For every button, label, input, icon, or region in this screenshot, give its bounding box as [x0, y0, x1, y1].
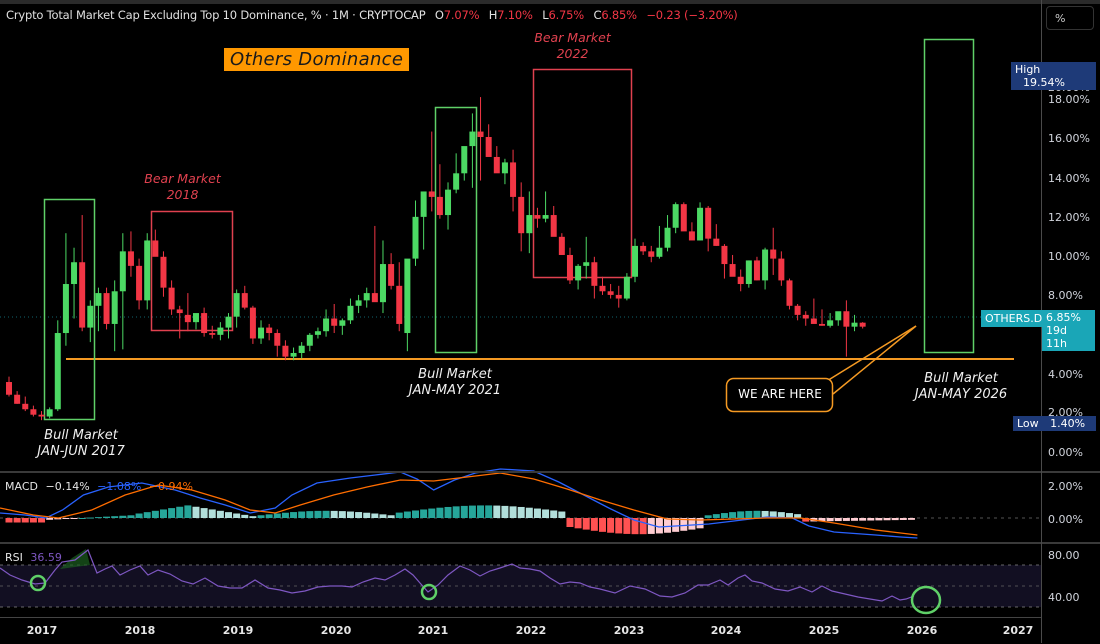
bear-2018-line2: 2018: [166, 187, 199, 202]
bear-2018-line1: Bear Market: [144, 171, 221, 186]
year-2024: 2024: [710, 624, 742, 637]
bear-box-2022[interactable]: [532, 68, 633, 279]
year-2021: 2021: [417, 624, 449, 637]
callout-leader-1: [821, 325, 917, 385]
tick-2: 2.00%: [1048, 406, 1083, 419]
tick-10: 10.00%: [1048, 250, 1090, 263]
macd-title: MACD: [5, 480, 38, 493]
symbol-tag: OTHERS.D: [981, 310, 1047, 327]
macd-pane-separator[interactable]: [0, 471, 1100, 473]
low-tag-label: Low: [1017, 417, 1039, 430]
high-tag-value: 19.54%: [1023, 76, 1065, 89]
year-2026: 2026: [906, 624, 938, 637]
rsi-value: 36.59: [30, 551, 62, 564]
high-value: 7.10%: [497, 8, 533, 22]
macd-signal-value: −0.94%: [148, 480, 193, 493]
rsi-pane-separator[interactable]: [0, 542, 1100, 544]
year-2025: 2025: [808, 624, 840, 637]
year-2027: 2027: [1002, 624, 1034, 637]
macd-legend[interactable]: MACD −0.14% −1.08% −0.94%: [5, 480, 193, 493]
bull-box-2017[interactable]: [43, 198, 96, 421]
high-tag: High 19.54%: [1011, 62, 1096, 90]
year-2023: 2023: [613, 624, 645, 637]
rsi-tick-40: 40.00: [1048, 591, 1080, 604]
bear-2018-label: Bear Market 2018: [140, 171, 225, 203]
bar-countdown: 19d 11h: [1046, 324, 1067, 350]
chart-title-badge: Others Dominance: [224, 48, 410, 71]
open-value: 7.07%: [443, 8, 480, 22]
rsi-legend[interactable]: RSI 36.59: [5, 551, 62, 564]
tick-18: 18.00%: [1048, 93, 1090, 106]
candlestick-series: [6, 97, 866, 421]
year-2022: 2022: [515, 624, 547, 637]
time-scale[interactable]: 2017 2018 2019 2020 2021 2022 2023 2024 …: [0, 617, 1041, 644]
bull-2021-line2: JAN-MAY 2021: [408, 383, 502, 398]
rsi-line: [0, 549, 915, 602]
current-price-value: 6.85%: [1046, 311, 1081, 324]
macd-tick-0: 0.00%: [1048, 513, 1083, 526]
rsi-circle-2026: [910, 585, 942, 615]
bull-2026-line2: JAN-MAY 2026: [914, 387, 1008, 402]
bull-2026-line1: Bull Market: [924, 371, 998, 386]
bull-box-2021[interactable]: [434, 106, 478, 354]
bull-2021-line1: Bull Market: [418, 367, 492, 382]
callout-leader-2: [832, 325, 917, 395]
bull-2017-line1: Bull Market: [44, 428, 118, 443]
current-price-tag: 6.85% 19d 11h: [1042, 310, 1095, 351]
open-label: O: [434, 8, 444, 22]
tick-12: 12.00%: [1048, 211, 1090, 224]
macd-histogram: [5, 505, 915, 535]
low-label: L: [542, 8, 549, 22]
percent-mode-button[interactable]: %: [1046, 6, 1094, 30]
bear-2022-line1: Bear Market: [534, 30, 611, 45]
rsi-title: RSI: [5, 551, 23, 564]
bull-box-2026[interactable]: [923, 38, 975, 354]
callout-text: WE ARE HERE: [738, 387, 822, 401]
low-tag: Low 1.40%: [1013, 416, 1096, 431]
bear-2022-label: Bear Market 2022: [530, 30, 615, 62]
tick-8: 8.00%: [1048, 289, 1083, 302]
macd-value: −1.08%: [97, 480, 142, 493]
macd-tick-2: 2.00%: [1048, 480, 1083, 493]
year-2017: 2017: [26, 624, 58, 637]
top-border: [0, 0, 1100, 4]
bull-2021-label: Bull Market JAN-MAY 2021: [400, 367, 510, 399]
low-tag-value: 1.40%: [1050, 417, 1086, 430]
bear-2022-line2: 2022: [556, 46, 589, 61]
change-value: −0.23 (−3.20%): [646, 8, 738, 22]
bear-box-2018[interactable]: [150, 210, 234, 332]
close-value: 6.85%: [601, 8, 637, 22]
tick-4: 4.00%: [1048, 368, 1083, 381]
bull-2017-line2: JAN-JUN 2017: [37, 444, 125, 459]
symbol-legend[interactable]: Crypto Total Market Cap Excluding Top 10…: [6, 8, 738, 22]
macd-signal-line: [0, 472, 918, 536]
rsi-tick-80: 80.00: [1048, 549, 1080, 562]
macd-hist-value: −0.14%: [45, 480, 90, 493]
bull-2017-label: Bull Market JAN-JUN 2017: [26, 428, 136, 460]
year-2018: 2018: [124, 624, 156, 637]
year-2019: 2019: [222, 624, 254, 637]
bull-2026-label: Bull Market JAN-MAY 2026: [905, 371, 1017, 403]
tick-14: 14.00%: [1048, 172, 1090, 185]
symbol-title: Crypto Total Market Cap Excluding Top 10…: [6, 8, 426, 22]
rsi-circle-2017: [29, 574, 47, 592]
high-tag-label: High: [1015, 63, 1041, 76]
rsi-circle-2020: [420, 583, 438, 601]
low-value: 6.75%: [548, 8, 585, 22]
high-label: H: [488, 8, 498, 22]
chart-canvas[interactable]: [0, 0, 1041, 617]
tick-0: 0.00%: [1048, 446, 1083, 459]
close-label: C: [593, 8, 602, 22]
year-2020: 2020: [320, 624, 352, 637]
tick-16: 16.00%: [1048, 132, 1090, 145]
callout-box[interactable]: [725, 377, 834, 413]
